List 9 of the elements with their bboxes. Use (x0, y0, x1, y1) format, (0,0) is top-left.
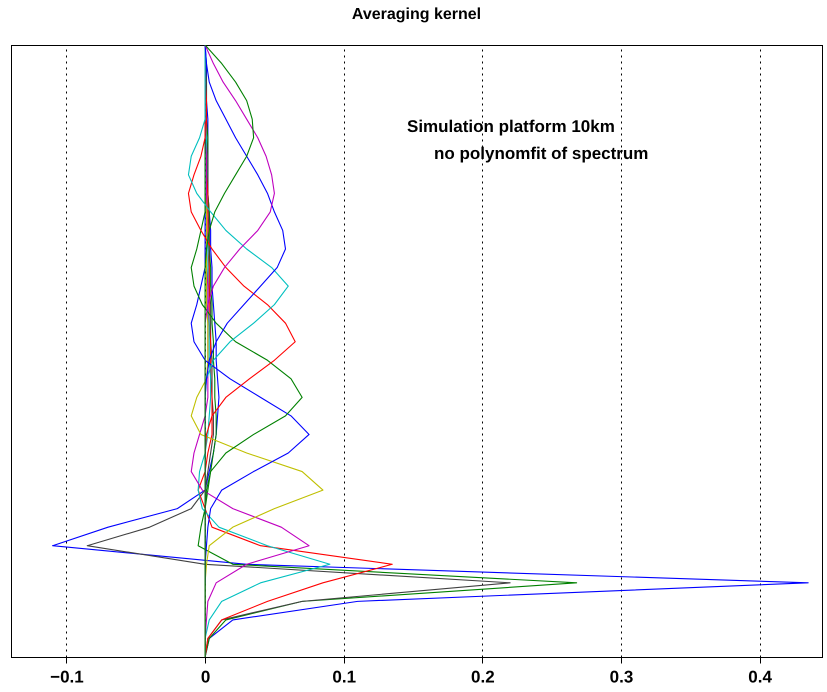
x-tick-label: 0.1 (332, 668, 356, 686)
x-tick-label: 0 (200, 668, 210, 686)
x-tick-label: −0.1 (50, 668, 84, 686)
annotation: no polynomfit of spectrum (434, 144, 648, 163)
x-tick-label: 0.2 (471, 668, 495, 686)
x-tick-label: 0.3 (610, 668, 634, 686)
chart-title: Averaging kernel (352, 6, 482, 23)
x-tick-label: 0.4 (748, 668, 772, 686)
annotation: Simulation platform 10km (407, 117, 615, 136)
